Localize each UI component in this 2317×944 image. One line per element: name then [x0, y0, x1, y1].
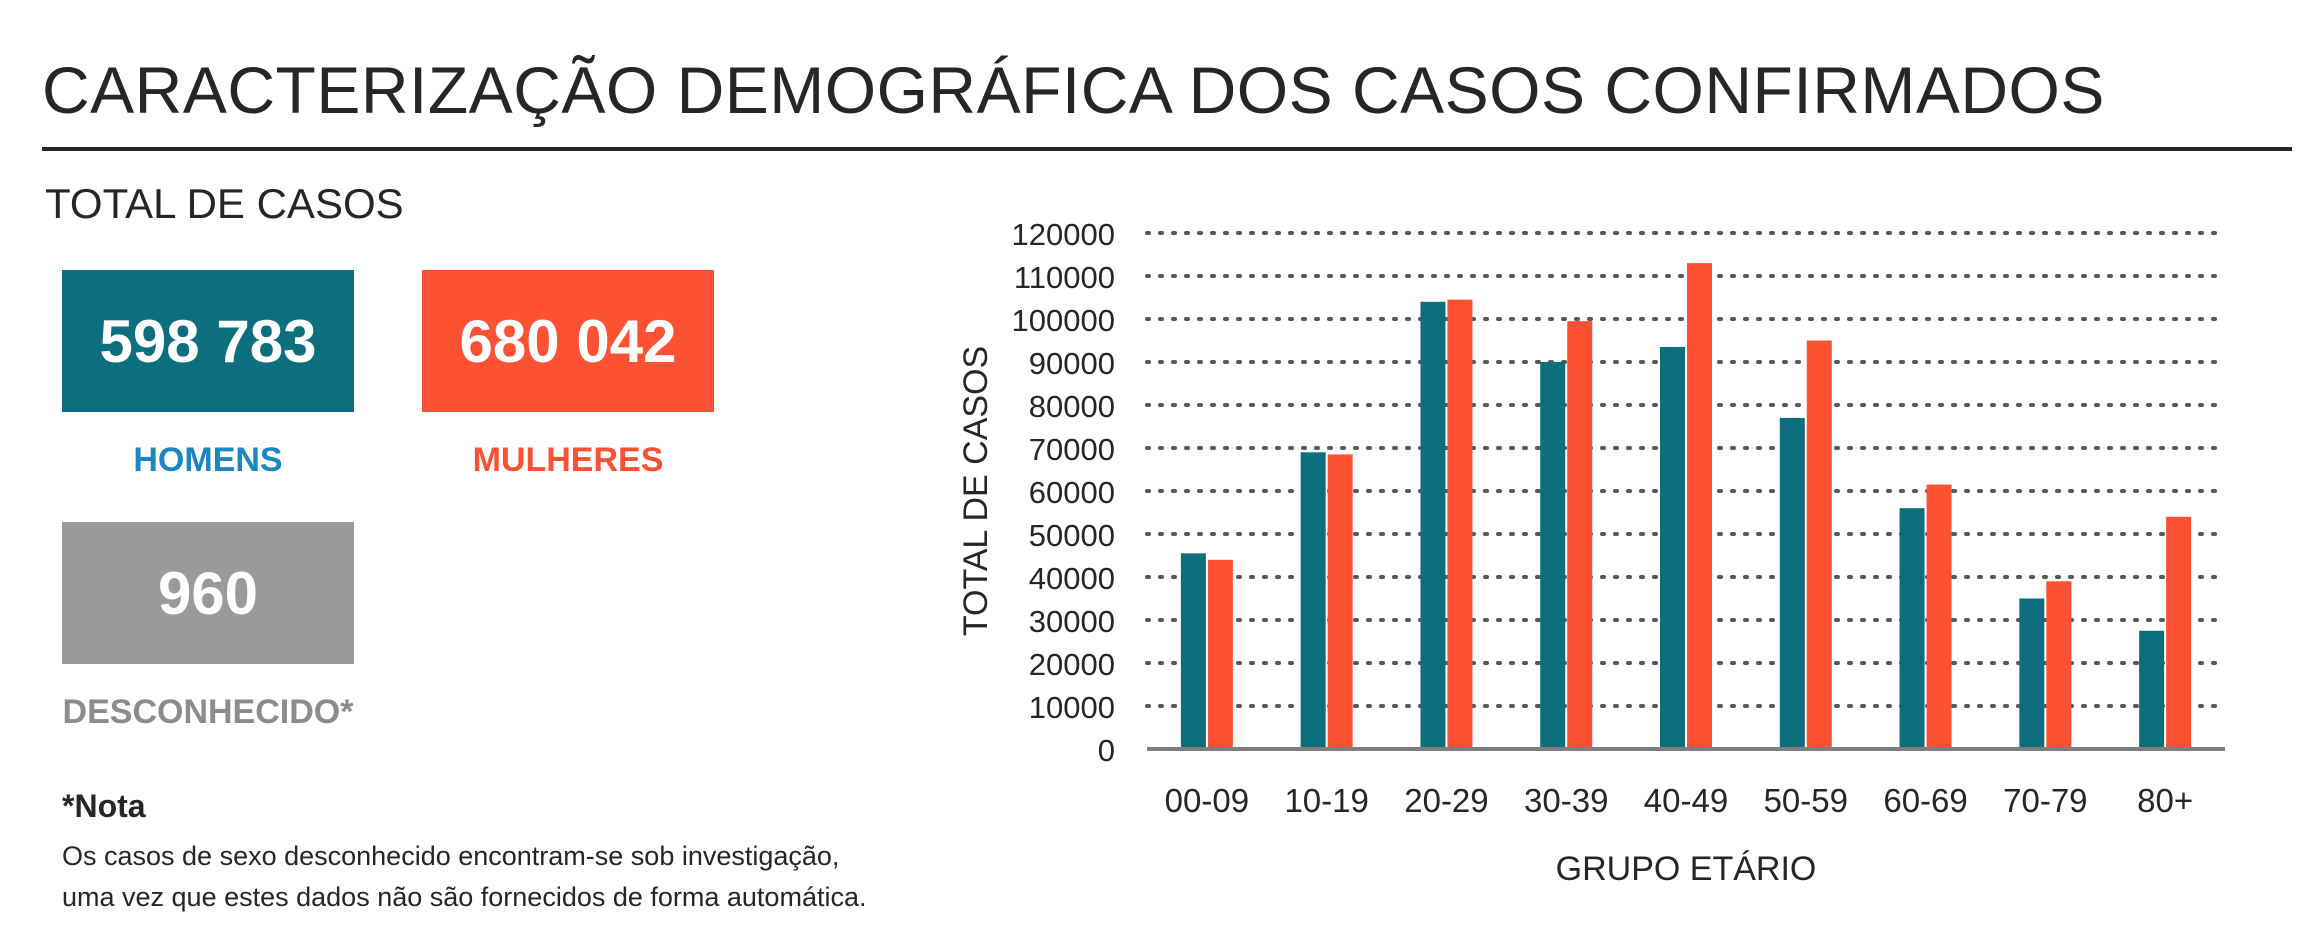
y-axis-ticks: 0 10000 20000 30000 40000 50000 60000 70000 8000… — [1012, 217, 1115, 768]
bar-series-2-30-39 — [1567, 321, 1593, 749]
men-total-card: 598 783 — [62, 270, 354, 412]
bar-series-1-00-09 — [1180, 553, 1206, 749]
bar-series-1-80+ — [2139, 630, 2165, 749]
note-text: Os casos de sexo desconhecido encontram-… — [62, 836, 866, 918]
y-axis-label: TOTAL DE CASOS — [957, 346, 995, 636]
men-label: HOMENS — [133, 441, 283, 479]
bar-series-2-10-19 — [1327, 454, 1353, 749]
unknown-total-card: 960 — [62, 522, 354, 664]
bar-series-2-60-69 — [1926, 484, 1952, 749]
x-tick-label: 30-39 — [1524, 782, 1608, 819]
bar-series-1-60-69 — [1899, 508, 1925, 749]
page-title: CARACTERIZAÇÃO DEMOGRÁFICA DOS CASOS CON… — [42, 53, 2105, 127]
note-title: *Nota — [62, 788, 146, 824]
bar-series-1-50-59 — [1779, 417, 1805, 749]
y-tick-label: 20000 — [1029, 647, 1115, 682]
y-tick-label: 120000 — [1012, 217, 1115, 252]
bar-series-2-50-59 — [1806, 340, 1832, 749]
x-tick-label: 40-49 — [1644, 782, 1728, 819]
bar-series-1-70-79 — [2019, 598, 2045, 749]
bar-series-2-40-49 — [1687, 263, 1712, 749]
bar-series-1-20-29 — [1420, 301, 1446, 749]
bar-series-1-40-49 — [1660, 346, 1685, 749]
bar-series-1-30-39 — [1540, 362, 1566, 749]
bar-series-2-20-29 — [1447, 299, 1473, 749]
chart-gridlines — [1145, 231, 2227, 708]
y-tick-label: 10000 — [1029, 690, 1115, 725]
note-line-2: uma vez que estes dados não são fornecid… — [62, 882, 867, 912]
women-total-card: 680 042 — [422, 270, 714, 412]
unknown-total-value: 960 — [157, 559, 259, 627]
x-axis-ticks: 00-09 10-19 20-29 30-39 40-49 50-59 60-69 70-79… — [1165, 782, 2193, 819]
y-tick-label: 50000 — [1029, 518, 1115, 553]
y-tick-label: 110000 — [1014, 260, 1115, 295]
x-tick-label: 50-59 — [1764, 782, 1848, 819]
y-tick-label: 90000 — [1029, 346, 1115, 381]
bar-series-2-70-79 — [2046, 581, 2072, 749]
men-total-value: 598 783 — [99, 307, 317, 375]
y-tick-label: 60000 — [1029, 475, 1115, 510]
x-axis-label: GRUPO ETÁRIO — [1556, 850, 1817, 888]
x-tick-label: 60-69 — [1883, 782, 1967, 819]
title-divider — [42, 147, 2292, 151]
age-group-bar-chart: 0 10000 20000 30000 40000 50000 60000 70000 8000… — [957, 217, 2227, 888]
bar-series-1-10-19 — [1300, 452, 1326, 749]
x-tick-label: 10-19 — [1284, 782, 1368, 819]
bar-series-2-00-09 — [1207, 559, 1233, 749]
x-tick-label: 00-09 — [1165, 782, 1249, 819]
y-tick-label: 30000 — [1029, 604, 1115, 639]
unknown-label: DESCONHECIDO* — [62, 693, 354, 731]
note-line-1: Os casos de sexo desconhecido encontram-… — [62, 841, 840, 871]
women-label: MULHERES — [472, 441, 664, 479]
section-subtitle: TOTAL DE CASOS — [45, 180, 404, 227]
y-tick-label: 0 — [1098, 733, 1115, 768]
y-tick-label: 80000 — [1029, 389, 1115, 424]
x-tick-label: 80+ — [2137, 782, 2193, 819]
y-tick-label: 40000 — [1029, 561, 1115, 596]
x-tick-label: 20-29 — [1404, 782, 1488, 819]
y-tick-label: 100000 — [1012, 303, 1115, 338]
bar-series-2-80+ — [2166, 516, 2192, 749]
x-tick-label: 70-79 — [2003, 782, 2087, 819]
chart-bars — [1180, 263, 2192, 749]
y-tick-label: 70000 — [1029, 432, 1115, 467]
women-total-value: 680 042 — [459, 307, 677, 375]
